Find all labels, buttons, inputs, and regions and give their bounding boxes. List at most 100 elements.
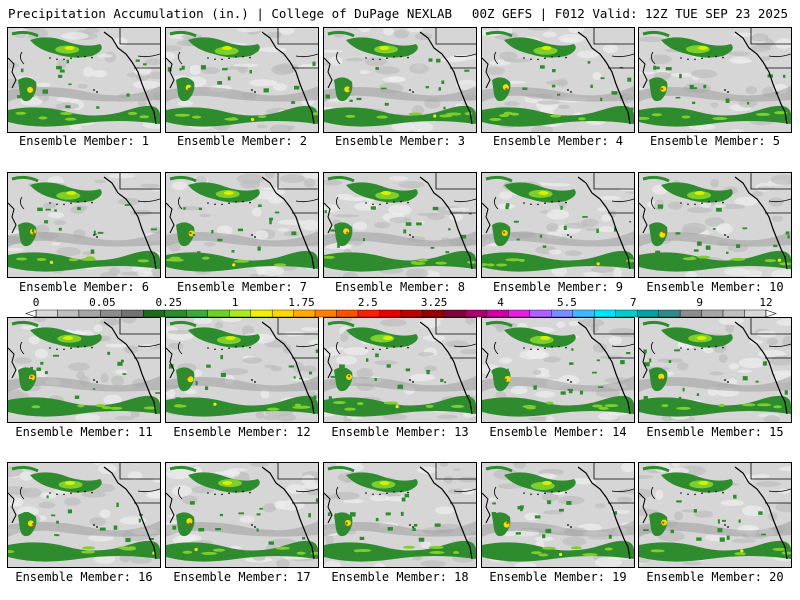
precip-map [324,173,476,277]
colorbar-tick-label: 9 [696,296,703,309]
colorbar-bin [186,309,208,318]
colorbar-tick-label: 3.25 [421,296,448,309]
ensemble-member-label: Ensemble Member: 13 [331,425,469,439]
precip-map [166,463,318,567]
precip-map [324,28,476,132]
ensemble-map-panel [323,172,477,278]
ensemble-map-panel [165,172,319,278]
ensemble-map-panel [7,27,161,133]
ensemble-map-panel [481,172,635,278]
colorbar-bin [229,309,251,318]
precip-map [482,173,634,277]
colorbar-bin [293,309,316,318]
ensemble-map-panel [165,27,319,133]
ensemble-map-panel [7,317,161,423]
colorbar-bin [78,309,101,318]
colorbar-bin [615,309,638,318]
ensemble-map-panel [323,27,477,133]
ensemble-member-label: Ensemble Member: 18 [331,570,469,584]
ensemble-map-panel [481,317,635,423]
colorbar-bin [250,309,273,318]
colorbar-bin [486,309,509,318]
colorbar-bin [400,309,423,318]
colorbar-bin [529,309,552,318]
precip-map [639,28,791,132]
colorbar-tick-label: 4 [497,296,504,309]
ensemble-member-label: Ensemble Member: 19 [489,570,627,584]
colorbar-bin [143,309,166,318]
colorbar-bin [443,309,466,318]
colorbar-bin [336,309,359,318]
ensemble-member-label: Ensemble Member: 11 [15,425,153,439]
colorbar-bin [465,309,488,318]
ensemble-map-panel [7,172,161,278]
precip-map [166,28,318,132]
precip-map [166,318,318,422]
ensemble-member-label: Ensemble Member: 14 [489,425,627,439]
ensemble-member-label: Ensemble Member: 20 [646,570,784,584]
precip-map [324,463,476,567]
colorbar-bin [744,309,767,318]
ensemble-map-panel [638,172,792,278]
precip-map [166,173,318,277]
ensemble-member-label: Ensemble Member: 12 [173,425,311,439]
colorbar-bin [164,309,187,318]
colorbar-tick-label: 0.25 [155,296,182,309]
colorbar-bin [57,309,80,318]
colorbar-tick-label: 0 [33,296,40,309]
colorbar-bin [422,309,445,318]
colorbar-tick-label: 0.05 [89,296,116,309]
colorbar-bin [572,309,595,318]
colorbar-tick-label: 2.5 [358,296,378,309]
ensemble-member-label: Ensemble Member: 2 [176,134,308,148]
colorbar-bin [357,309,380,318]
chart-title: Precipitation Accumulation (in.) | Colle… [8,6,453,21]
precip-map [482,28,634,132]
precip-map [482,463,634,567]
ensemble-map-panel [481,462,635,568]
colorbar-bin [658,309,681,318]
precip-map [8,28,160,132]
colorbar-bin [551,309,573,318]
ensemble-map-panel [165,317,319,423]
ensemble-member-label: Ensemble Member: 15 [646,425,784,439]
ensemble-member-label: Ensemble Member: 1 [18,134,150,148]
colorbar-tick-label: 7 [630,296,637,309]
colorbar-bin [207,309,230,318]
colorbar-bin [314,309,337,318]
precip-map [639,463,791,567]
colorbar-tick-label: 1.75 [288,296,315,309]
precip-map [639,173,791,277]
precip-map [8,173,160,277]
ensemble-map-panel [323,317,477,423]
colorbar-bin [379,309,402,318]
ensemble-map-panel [165,462,319,568]
ensemble-member-label: Ensemble Member: 8 [334,280,466,294]
colorbar-bin [121,309,144,318]
precip-map [324,318,476,422]
ensemble-member-label: Ensemble Member: 7 [176,280,308,294]
ensemble-member-label: Ensemble Member: 3 [334,134,466,148]
precip-map [482,318,634,422]
run-info: 00Z GEFS | F012 Valid: 12Z TUE SEP 23 20… [471,6,788,21]
ensemble-member-label: Ensemble Member: 10 [646,280,784,294]
colorbar-bin [271,309,294,318]
precip-map [639,318,791,422]
ensemble-member-label: Ensemble Member: 17 [173,570,311,584]
colorbar-bin [679,309,702,318]
ensemble-map-panel [481,27,635,133]
colorbar-bin [701,309,724,318]
precip-colorbar: 0 0.05 0.25 1 1.75 2.5 3.25 4 5.5 7 9 12 [25,296,777,318]
ensemble-map-panel [638,317,792,423]
ensemble-map-panel [638,27,792,133]
colorbar-bin [722,309,745,318]
ensemble-member-label: Ensemble Member: 16 [15,570,153,584]
precip-map [8,463,160,567]
colorbar-tick-label: 5.5 [557,296,577,309]
ensemble-map-panel [323,462,477,568]
ensemble-member-label: Ensemble Member: 5 [649,134,781,148]
ensemble-member-label: Ensemble Member: 4 [492,134,624,148]
colorbar-bin [100,309,123,318]
colorbar-tick-label: 1 [232,296,239,309]
colorbar-bin [35,309,58,318]
